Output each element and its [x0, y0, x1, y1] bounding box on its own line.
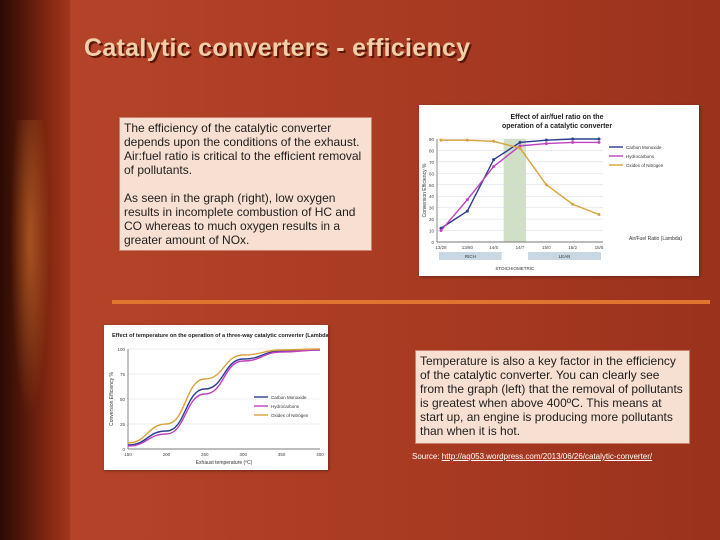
x-tick-label: 15/2	[568, 245, 577, 250]
x-tick-label: 13/28	[435, 245, 447, 250]
data-point	[465, 138, 469, 142]
data-point	[597, 137, 601, 141]
stoichiometric-band	[503, 139, 526, 242]
x-tick-label: 15/0	[542, 245, 551, 250]
airfuel-chart: Effect of air/fuel ratio on the operation…	[419, 105, 699, 276]
legend-label-2: Oxides of Nitrogen	[626, 163, 664, 168]
x-tick-label: 150	[124, 452, 132, 457]
y-tick-label: 25	[120, 422, 126, 427]
series-line-1	[127, 349, 321, 447]
rich-label: RICH	[465, 254, 476, 259]
data-point	[492, 139, 496, 143]
stoichiometric-label: STOICHIOMETRIC	[495, 266, 535, 271]
y-tick-label: 80	[429, 148, 435, 153]
data-point	[465, 198, 469, 202]
source-label: Source:	[412, 452, 442, 461]
data-point	[492, 164, 496, 168]
y-tick-label: 100	[117, 347, 125, 352]
data-point	[518, 144, 522, 148]
y-tick-label: 60	[429, 171, 435, 176]
y-axis-label: Conversion Efficiency %	[422, 163, 428, 217]
y-axis-label: Conversion Efficiency %	[109, 372, 115, 426]
x-tick-label: 350	[278, 452, 286, 457]
airfuel-paragraph: The efficiency of the catalytic converte…	[124, 121, 362, 177]
series-line-0	[127, 349, 321, 446]
y-tick-label: 40	[429, 194, 435, 199]
airfuel-chart-svg: Effect of air/fuel ratio on the operation…	[422, 114, 682, 271]
chart-title: Effect of air/fuel ratio on the	[511, 114, 604, 121]
series-line-2	[127, 348, 321, 444]
data-point	[571, 140, 575, 144]
orange-divider	[112, 300, 710, 304]
y-tick-label: 30	[429, 206, 435, 211]
legend-label-2: Oxides of Nitrogen	[271, 413, 309, 418]
legend-label-0: Carbon Monoxide	[626, 145, 662, 150]
data-point	[597, 213, 601, 217]
legend-label-0: Carbon Monoxide	[271, 395, 307, 400]
data-point	[544, 183, 548, 187]
rich-zone	[439, 252, 502, 260]
oxygen-paragraph: As seen in the graph (right), low oxygen…	[124, 191, 356, 247]
legend-label-1: Hydrocarbons	[271, 404, 300, 409]
data-point	[518, 146, 522, 150]
data-point	[518, 140, 522, 144]
x-tick-label: 14/5	[489, 245, 498, 250]
y-tick-label: 20	[429, 217, 435, 222]
y-tick-label: 70	[429, 160, 435, 165]
lean-zone	[528, 252, 601, 260]
y-tick-label: 0	[431, 240, 434, 245]
y-tick-label: 10	[429, 229, 435, 234]
x-tick-label: 400	[316, 452, 324, 457]
chart-title: operation of a catalytic converter	[502, 123, 612, 130]
data-point	[571, 137, 575, 141]
x-axis-label: Air/Fuel Ratio (Lambda)	[629, 236, 682, 242]
slide-title: Catalytic converters - efficiency	[84, 34, 471, 62]
data-point	[597, 140, 601, 144]
data-point	[544, 138, 548, 142]
source-link[interactable]: http://aq053.wordpress.com/2013/06/26/ca…	[441, 452, 653, 461]
left-photo-strip	[0, 0, 70, 540]
x-tick-label: 250	[201, 452, 209, 457]
x-tick-label: 300	[239, 452, 247, 457]
temperature-chart-svg: Effect of temperature on the operation o…	[109, 333, 328, 466]
temperature-chart: Effect of temperature on the operation o…	[104, 325, 328, 470]
source-line: Source: http://aq053.wordpress.com/2013/…	[412, 452, 652, 461]
chart-title: Effect of temperature on the operation o…	[112, 333, 328, 339]
x-tick-label: 13/60	[462, 245, 474, 250]
data-point	[439, 229, 443, 233]
y-tick-label: 90	[429, 137, 435, 142]
temperature-paragraph: Temperature is also a key factor in the …	[420, 354, 683, 438]
temperature-text-box: Temperature is also a key factor in the …	[415, 350, 690, 444]
y-tick-label: 0	[122, 447, 125, 452]
airfuel-text-box: The efficiency of the catalytic converte…	[119, 117, 372, 251]
x-tick-label: 15/5	[595, 245, 604, 250]
data-point	[544, 142, 548, 146]
x-tick-label: 200	[163, 452, 171, 457]
data-point	[465, 209, 469, 213]
data-point	[571, 202, 575, 206]
lean-label: LEAN	[559, 254, 571, 259]
y-tick-label: 50	[120, 397, 126, 402]
y-tick-label: 75	[120, 372, 126, 377]
y-tick-label: 50	[429, 183, 435, 188]
x-tick-label: 14/7	[516, 245, 525, 250]
x-axis-label: Exhaust temperature (ºC)	[196, 460, 253, 466]
data-point	[439, 138, 443, 142]
data-point	[492, 158, 496, 162]
legend-label-1: Hydrocarbons	[626, 154, 655, 159]
